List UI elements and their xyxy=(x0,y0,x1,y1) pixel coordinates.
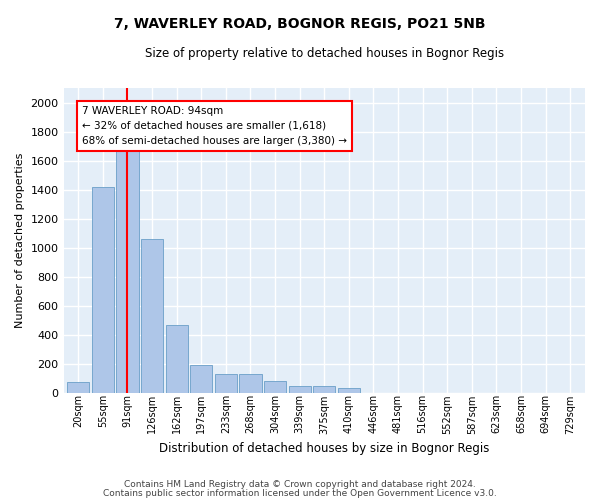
Text: Contains public sector information licensed under the Open Government Licence v3: Contains public sector information licen… xyxy=(103,489,497,498)
Bar xyxy=(67,382,89,393)
Y-axis label: Number of detached properties: Number of detached properties xyxy=(15,152,25,328)
Bar xyxy=(239,374,262,393)
Title: Size of property relative to detached houses in Bognor Regis: Size of property relative to detached ho… xyxy=(145,48,504,60)
Text: Contains HM Land Registry data © Crown copyright and database right 2024.: Contains HM Land Registry data © Crown c… xyxy=(124,480,476,489)
Bar xyxy=(338,388,360,393)
Bar xyxy=(313,386,335,393)
Bar xyxy=(141,239,163,393)
Text: 7, WAVERLEY ROAD, BOGNOR REGIS, PO21 5NB: 7, WAVERLEY ROAD, BOGNOR REGIS, PO21 5NB xyxy=(114,18,486,32)
Bar xyxy=(215,374,237,393)
Bar xyxy=(289,386,311,393)
Bar xyxy=(166,324,188,393)
Bar xyxy=(190,365,212,393)
Text: 7 WAVERLEY ROAD: 94sqm
← 32% of detached houses are smaller (1,618)
68% of semi-: 7 WAVERLEY ROAD: 94sqm ← 32% of detached… xyxy=(82,106,347,146)
Bar xyxy=(92,186,114,393)
X-axis label: Distribution of detached houses by size in Bognor Regis: Distribution of detached houses by size … xyxy=(159,442,490,455)
Bar xyxy=(116,117,139,393)
Bar xyxy=(264,381,286,393)
